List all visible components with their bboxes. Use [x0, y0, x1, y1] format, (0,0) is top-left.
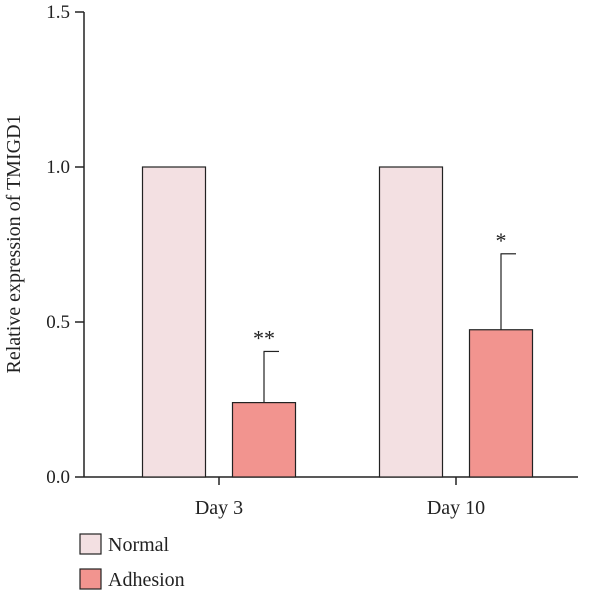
legend-swatch-normal: [79, 533, 102, 555]
y-tick-label: 0.0: [46, 467, 70, 488]
legend: Normal Adhesion: [79, 533, 185, 591]
legend-swatch-adhesion: [79, 568, 102, 590]
bar-normal: [378, 166, 444, 478]
bar-adhesion: [231, 402, 297, 478]
legend-label-adhesion: Adhesion: [108, 569, 185, 591]
y-ticks: 0.0 0.5 1.0 1.5: [46, 2, 84, 488]
x-tick-label: Day 10: [427, 497, 485, 519]
significance-marker: **: [253, 325, 275, 350]
x-axis: Day 3 Day 10: [84, 476, 578, 519]
bar-normal: [141, 166, 207, 478]
x-ticks: Day 3 Day 10: [195, 477, 485, 519]
y-axis-title: Relative expression of TMIGD1: [3, 114, 25, 373]
y-axis: 0.0 0.5 1.0 1.5: [46, 2, 85, 488]
y-tick-label: 1.0: [46, 157, 70, 178]
legend-label-normal: Normal: [108, 534, 170, 556]
bars: ***: [141, 166, 534, 478]
y-tick-label: 1.5: [46, 2, 70, 23]
x-tick-label: Day 3: [195, 497, 243, 519]
bar-adhesion: [468, 329, 534, 478]
y-tick-label: 0.5: [46, 312, 70, 333]
significance-marker: *: [496, 228, 507, 253]
